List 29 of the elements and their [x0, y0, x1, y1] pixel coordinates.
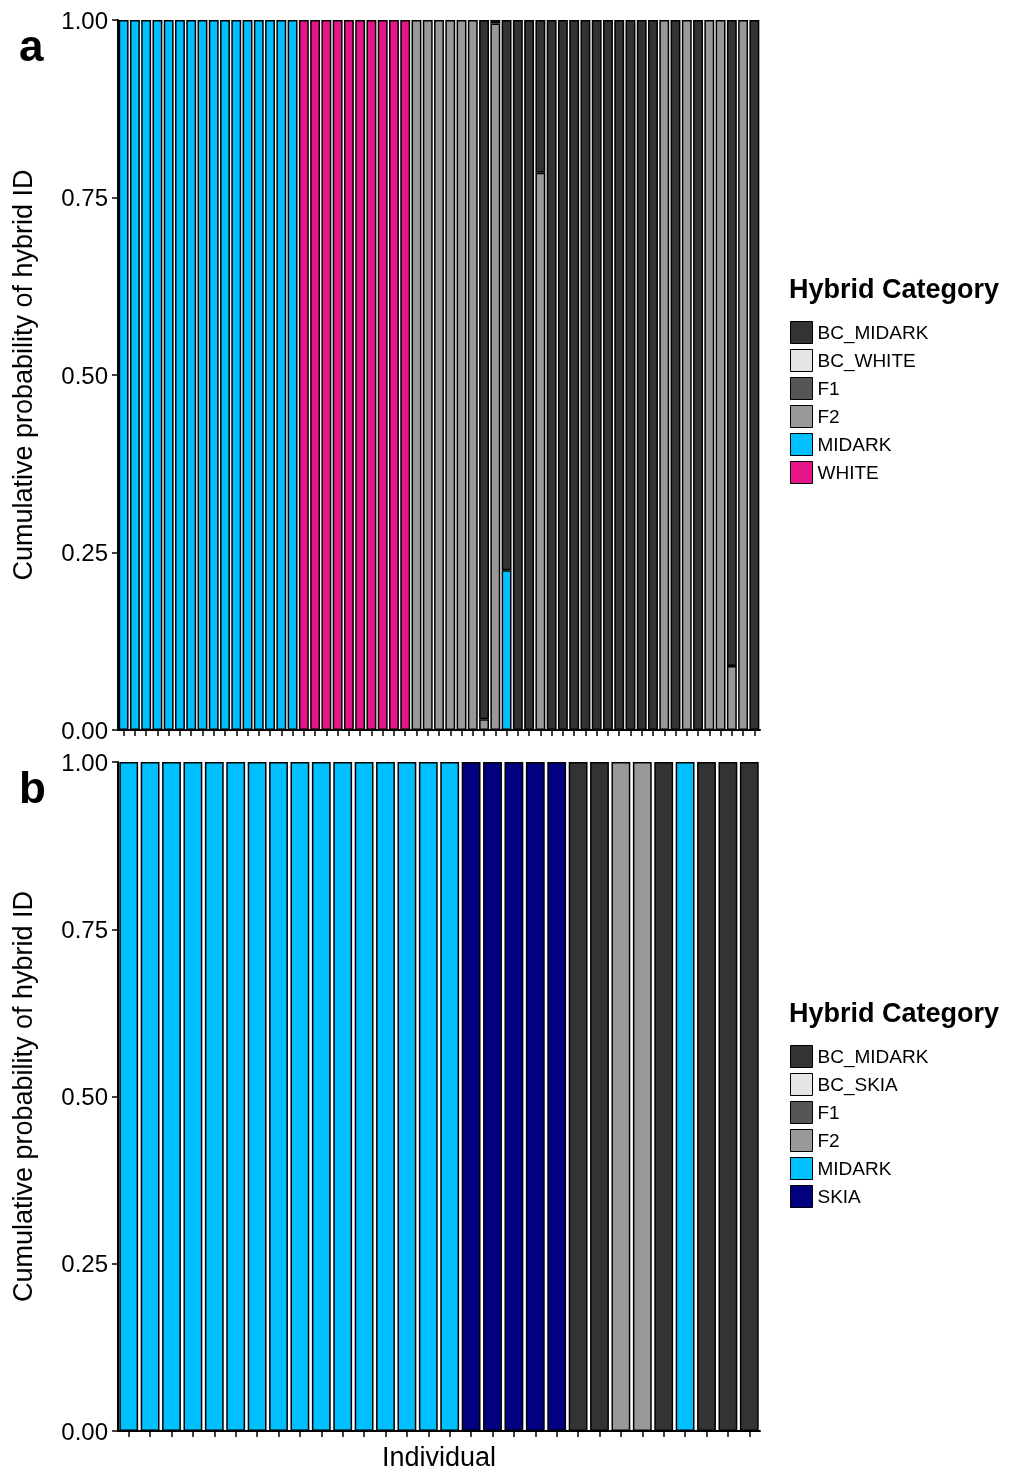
legend-label: WHITE: [817, 462, 879, 483]
legend-label: F1: [817, 378, 840, 399]
y-tick-label: 0.75: [61, 915, 108, 943]
legend-label: BC_MIDARK: [817, 322, 929, 344]
chart-title: a: [19, 20, 44, 70]
y-tick-label: 0.50: [61, 1083, 108, 1110]
y-tick-label: 0.00: [61, 716, 108, 744]
legend-label: F1: [817, 1102, 840, 1123]
legend-label: BC_WHITE: [817, 350, 916, 372]
chart-title: b: [19, 762, 46, 812]
legend-title: Hybrid Category: [789, 273, 1000, 304]
legend-label: SKIA: [817, 1186, 862, 1207]
legend-title: Hybrid Category: [789, 997, 1000, 1028]
y-tick-label: 0.25: [61, 539, 108, 566]
legend-label: MIDARK: [817, 1158, 892, 1179]
y-tick-label: 0.50: [61, 361, 108, 389]
legend-label: BC_SKIA: [817, 1074, 899, 1096]
legend-label: F2: [817, 1130, 840, 1151]
legend-label: MIDARK: [817, 434, 892, 455]
y-axis-title: Cumulative probability of hybrid ID: [7, 169, 38, 581]
y-tick-label: 1.00: [61, 748, 108, 776]
x-axis-title: Individual: [381, 1441, 497, 1472]
legend-label: BC_MIDARK: [817, 1046, 929, 1068]
y-tick-label: 0.75: [61, 184, 108, 211]
y-axis-title: Cumulative probability of hybrid ID: [7, 890, 38, 1303]
y-tick-label: 0.00: [61, 1417, 108, 1445]
y-tick-label: 0.25: [61, 1250, 108, 1278]
legend-label: F2: [817, 406, 840, 427]
y-tick-label: 1.00: [61, 6, 108, 34]
